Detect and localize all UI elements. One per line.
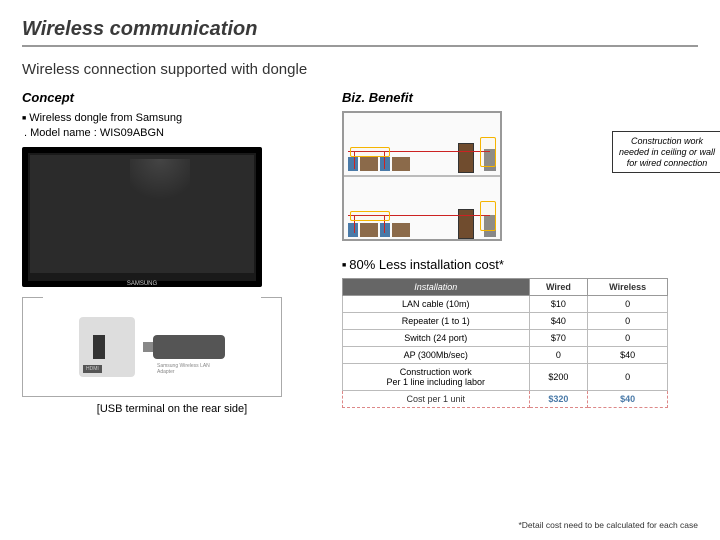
footnote: *Detail cost need to be calculated for e… [518,520,698,530]
model-line: . Model name : WIS09ABGN [24,127,322,139]
building-diagram: Construction work needed in ceiling or w… [342,111,612,247]
usb-port-icon: HDMI [79,317,135,377]
dongle-graphic: HDMI Samsung Wireless LAN Adapter [22,297,282,397]
tv-graphic: SAMSUNG [22,147,282,297]
table-row: LAN cable (10m) $10 0 [343,296,668,313]
table-row: Switch (24 port) $70 0 [343,330,668,347]
cost-table: Installation Wired Wireless LAN cable (1… [342,278,668,408]
benefit-column: Biz. Benefit [342,90,698,415]
table-header-row: Installation Wired Wireless [343,279,668,296]
subtitle: Wireless connection supported with dongl… [22,61,698,78]
col-wired: Wired [529,279,588,296]
table-row: Repeater (1 to 1) $40 0 [343,313,668,330]
summary-row: Cost per 1 unit $320 $40 [343,391,668,408]
page-title: Wireless communication [22,18,698,47]
dongle-icon [153,335,225,359]
dongle-label: Samsung Wireless LAN Adapter [157,363,225,375]
col-installation: Installation [343,279,530,296]
table-row: Construction work Per 1 line including l… [343,364,668,391]
benefit-heading: Biz. Benefit [342,90,698,105]
callout-box: Construction work needed in ceiling or w… [612,131,720,173]
concept-bullet: ■Wireless dongle from Samsung [22,111,322,126]
concept-heading: Concept [22,90,322,105]
usb-caption: [USB terminal on the rear side] [22,403,322,415]
col-wireless: Wireless [588,279,668,296]
benefit-bullet: ■80% Less installation cost* [342,257,698,272]
concept-column: Concept ■Wireless dongle from Samsung . … [22,90,322,415]
table-row: AP (300Mb/sec) 0 $40 [343,347,668,364]
